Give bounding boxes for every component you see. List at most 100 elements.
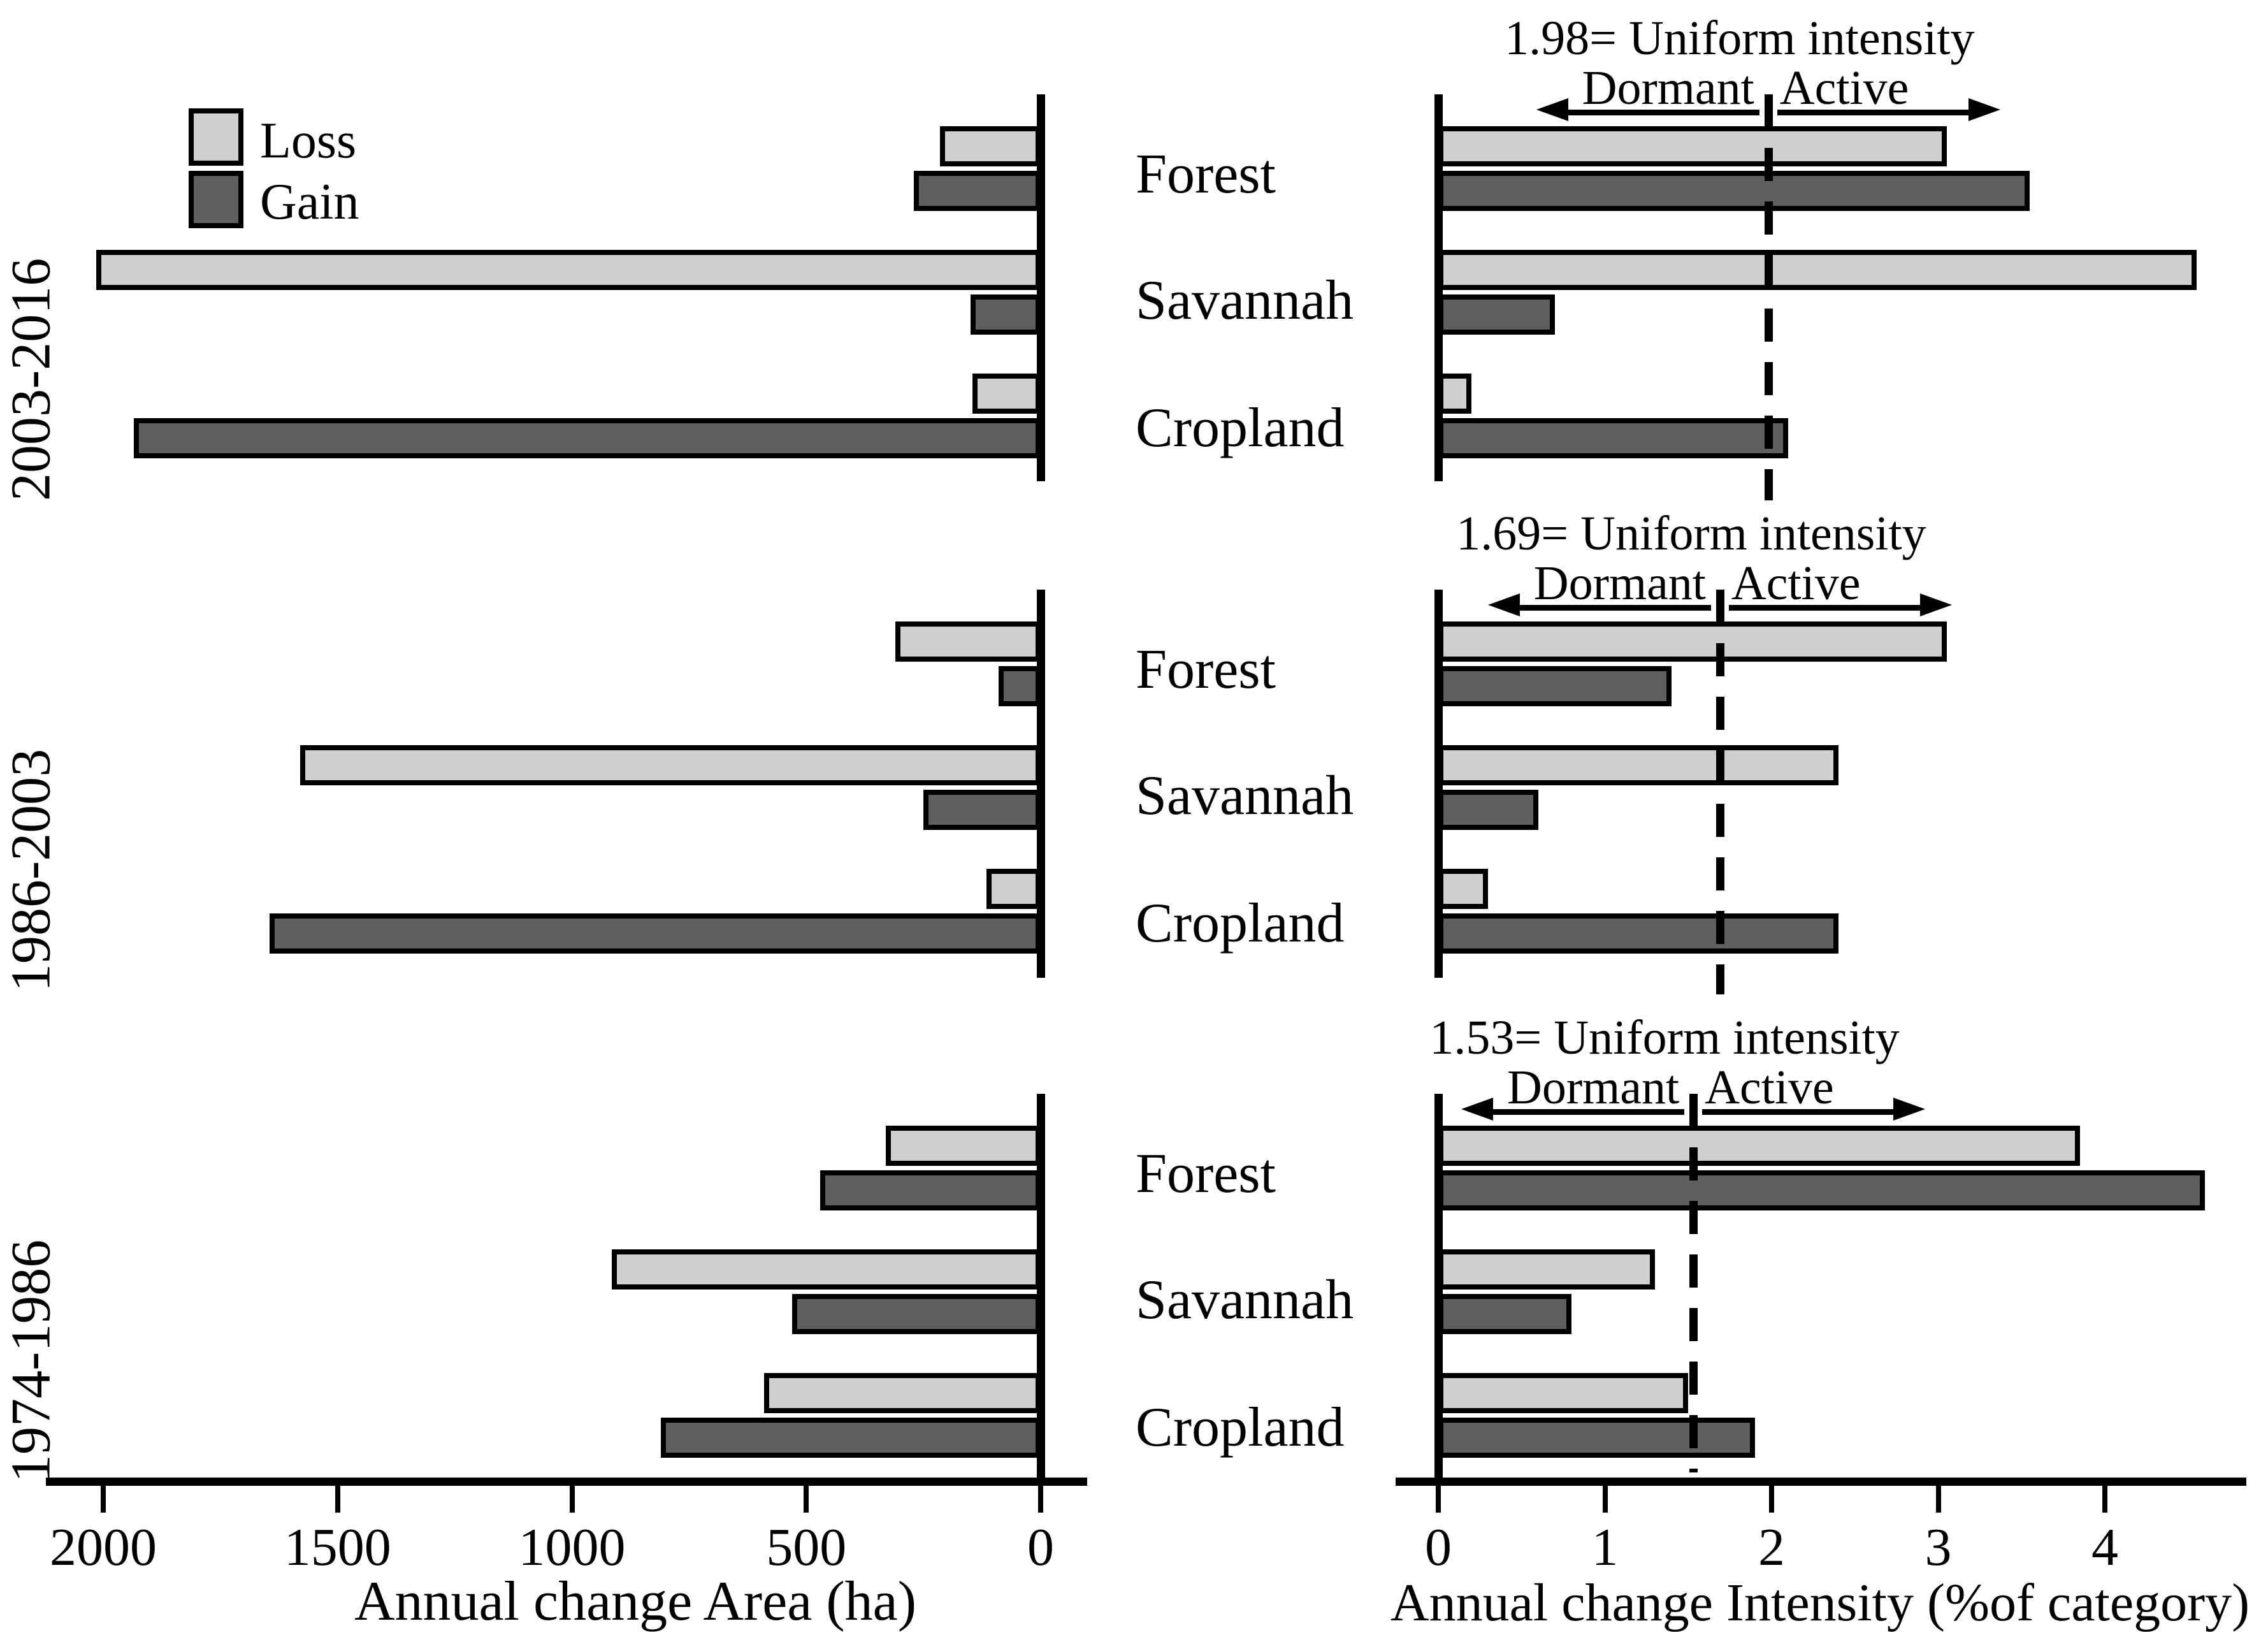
- category-label-savannah: Savannah: [1136, 1269, 1354, 1331]
- bar-area-gain-savannah: [970, 294, 1041, 335]
- legend-loss-label: Loss: [260, 113, 357, 169]
- period-label: 2003-2016: [0, 258, 62, 501]
- left-panel-axis-line: [1037, 590, 1045, 978]
- right-axis-tick-label: 4: [2091, 1518, 2118, 1577]
- bar-area-loss-forest: [886, 1126, 1041, 1166]
- uniform-intensity-dashed-line: [1689, 1094, 1698, 1472]
- left-axis-title: Annual change Area (ha): [354, 1571, 917, 1632]
- bar-intensity-gain-forest: [1438, 1170, 2205, 1210]
- right-axis-title: Annual change Intensity (%of category): [1390, 1573, 2250, 1632]
- bar-area-loss-forest: [895, 621, 1041, 662]
- dormant-arrow-head: [1461, 1098, 1494, 1121]
- bar-area-gain-forest: [998, 666, 1041, 706]
- right-axis-tick: [1436, 1486, 1441, 1513]
- category-label-savannah: Savannah: [1136, 765, 1354, 827]
- category-label-forest: Forest: [1136, 143, 1276, 205]
- bar-area-gain-forest: [914, 171, 1041, 211]
- bar-intensity-loss-savannah: [1438, 745, 1838, 785]
- bar-intensity-loss-forest: [1438, 1126, 2080, 1166]
- right-panel-axis-line: [1434, 1094, 1443, 1481]
- left-axis-tick: [335, 1486, 340, 1513]
- active-arrow-head: [1919, 593, 1952, 616]
- dormant-label: Dormant: [1506, 1061, 1680, 1114]
- bar-intensity-loss-cropland: [1438, 869, 1489, 909]
- dormant-arrow-shaft: [1492, 1109, 1685, 1115]
- bar-intensity-gain-savannah: [1438, 1294, 1572, 1334]
- left-axis-tick: [101, 1486, 106, 1513]
- bar-area-loss-forest: [939, 126, 1041, 166]
- bar-area-loss-savannah: [300, 745, 1041, 785]
- active-arrow-shaft: [1728, 605, 1921, 611]
- right-axis-tick-label: 1: [1591, 1518, 1619, 1577]
- bar-intensity-gain-savannah: [1438, 294, 1556, 335]
- left-axis-tick: [804, 1486, 809, 1513]
- legend-loss-swatch: [189, 108, 243, 166]
- active-arrow-shaft: [1702, 1109, 1895, 1115]
- bar-area-loss-cropland: [972, 374, 1041, 414]
- bar-intensity-loss-cropland: [1438, 374, 1472, 414]
- bar-intensity-gain-cropland: [1438, 913, 1838, 954]
- bar-intensity-gain-forest: [1438, 666, 1672, 706]
- left-panel-axis-line: [1037, 94, 1045, 481]
- uniform-intensity-header: 1.53= Uniform intensity: [1429, 1011, 1900, 1064]
- dormant-arrow-head: [1487, 593, 1520, 616]
- bar-intensity-loss-forest: [1438, 126, 1947, 166]
- bar-area-gain-cropland: [661, 1418, 1041, 1458]
- right-axis-tick-label: 0: [1425, 1518, 1452, 1577]
- right-axis-tick: [1602, 1486, 1608, 1513]
- active-arrow-head: [1893, 1098, 1926, 1121]
- active-label: Active: [1779, 61, 1909, 115]
- active-label: Active: [1705, 1061, 1834, 1114]
- category-label-cropland: Cropland: [1136, 892, 1345, 954]
- dormant-label: Dormant: [1582, 61, 1754, 115]
- category-label-cropland: Cropland: [1136, 1397, 1345, 1458]
- dormant-arrow-shaft: [1518, 605, 1711, 611]
- category-label-forest: Forest: [1136, 639, 1276, 701]
- active-arrow-shaft: [1777, 110, 1970, 115]
- period-label: 1986-2003: [0, 748, 62, 992]
- left-axis-tick-label: 500: [766, 1518, 847, 1577]
- right-panel-axis-line: [1434, 590, 1443, 978]
- bar-intensity-loss-savannah: [1438, 1249, 1655, 1290]
- legend-gain-label: Gain: [260, 174, 359, 230]
- bar-area-gain-cropland: [133, 418, 1041, 458]
- category-label-savannah: Savannah: [1136, 270, 1354, 331]
- left-axis-tick: [1038, 1486, 1043, 1513]
- bar-area-loss-savannah: [612, 1249, 1041, 1290]
- left-panel-axis-line: [1037, 1094, 1045, 1481]
- left-axis-tick-label: 1500: [284, 1518, 391, 1577]
- bar-intensity-loss-forest: [1438, 621, 1947, 662]
- bar-area-gain-savannah: [923, 790, 1041, 830]
- bar-area-loss-cropland: [986, 869, 1041, 909]
- bar-area-loss-savannah: [96, 250, 1041, 290]
- bar-area-loss-cropland: [764, 1373, 1041, 1413]
- legend-gain-swatch: [189, 171, 243, 228]
- left-axis-tick-label: 0: [1027, 1518, 1054, 1577]
- bar-area-gain-forest: [820, 1170, 1041, 1210]
- left-bottom-axis: [46, 1478, 1087, 1486]
- left-axis-tick-label: 2000: [50, 1518, 157, 1577]
- right-panel-axis-line: [1434, 94, 1443, 481]
- right-axis-tick: [2102, 1486, 2107, 1513]
- bar-area-gain-cropland: [270, 913, 1041, 954]
- dormant-label: Dormant: [1533, 556, 1706, 610]
- dormant-arrow-shaft: [1566, 110, 1759, 115]
- dormant-arrow-head: [1536, 98, 1568, 121]
- category-label-forest: Forest: [1136, 1143, 1276, 1205]
- bar-intensity-gain-savannah: [1438, 790, 1538, 830]
- uniform-intensity-header: 1.98= Uniform intensity: [1505, 11, 1975, 65]
- uniform-intensity-dashed-line: [1715, 590, 1724, 994]
- bar-intensity-loss-cropland: [1438, 1373, 1689, 1413]
- right-axis-tick-label: 3: [1925, 1518, 1952, 1577]
- left-axis-tick: [569, 1486, 575, 1513]
- bar-intensity-gain-forest: [1438, 171, 2030, 211]
- bar-intensity-loss-savannah: [1438, 250, 2197, 290]
- bar-intensity-gain-cropland: [1438, 1418, 1755, 1458]
- active-label: Active: [1731, 556, 1861, 610]
- uniform-intensity-dashed-line: [1764, 94, 1773, 500]
- right-bottom-axis: [1396, 1478, 2246, 1486]
- right-axis-tick-label: 2: [1758, 1518, 1785, 1577]
- bar-area-gain-savannah: [792, 1294, 1041, 1334]
- active-arrow-head: [1968, 98, 2000, 121]
